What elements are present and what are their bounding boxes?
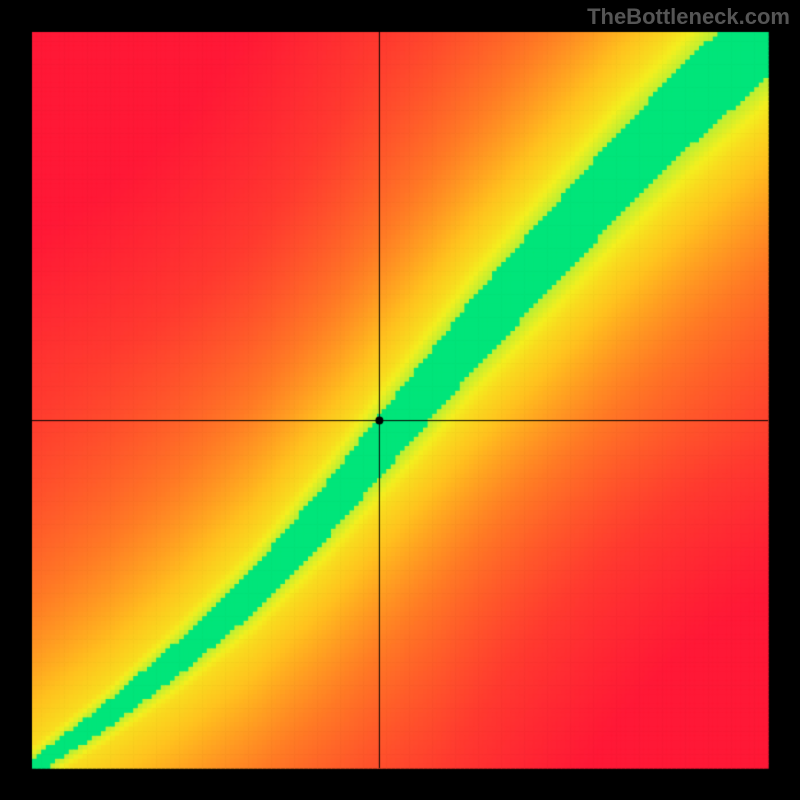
watermark-text: TheBottleneck.com — [587, 4, 790, 30]
bottleneck-heatmap — [0, 0, 800, 800]
